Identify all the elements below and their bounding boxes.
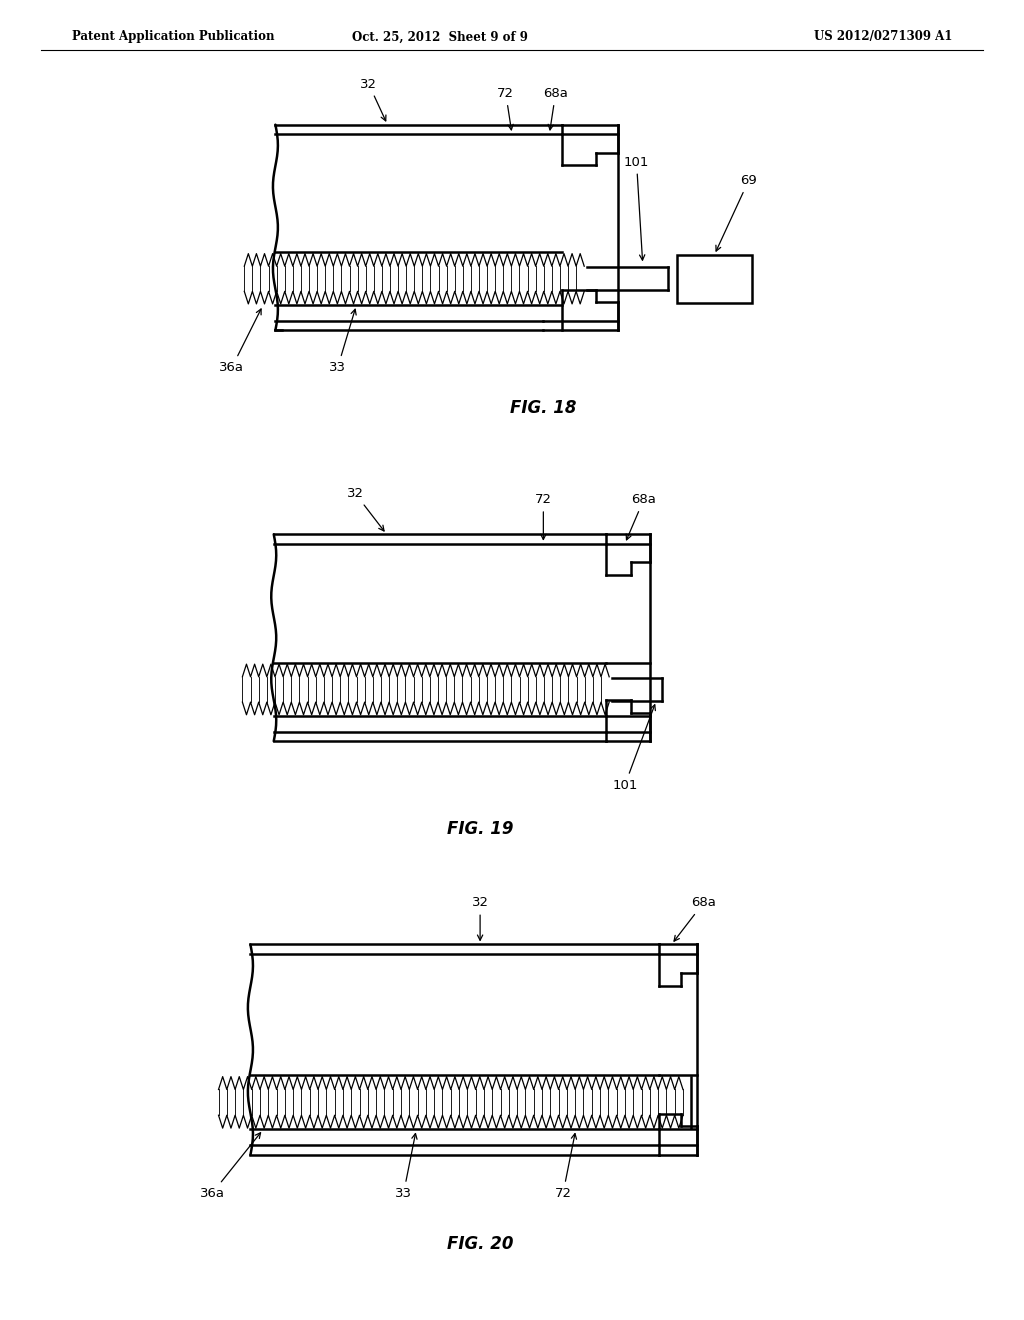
Text: US 2012/0271309 A1: US 2012/0271309 A1 [814,30,952,44]
Text: 68a: 68a [674,896,716,941]
Text: 68a: 68a [543,87,568,129]
Text: FIG. 20: FIG. 20 [446,1236,513,1253]
Text: Patent Application Publication: Patent Application Publication [72,30,274,44]
Text: 33: 33 [329,309,356,374]
Text: 72: 72 [555,1134,577,1200]
Text: 32: 32 [347,487,384,531]
Text: 36a: 36a [219,309,261,374]
Text: 36a: 36a [200,1133,260,1200]
Text: Oct. 25, 2012  Sheet 9 of 9: Oct. 25, 2012 Sheet 9 of 9 [352,30,528,44]
Text: 72: 72 [535,494,552,540]
Text: 33: 33 [395,1134,417,1200]
Bar [677,255,752,302]
Text: 32: 32 [360,78,386,121]
Text: 69: 69 [716,174,757,251]
Text: FIG. 19: FIG. 19 [447,820,514,838]
Text: 68a: 68a [626,494,656,540]
Text: 32: 32 [472,896,488,940]
Text: 72: 72 [498,87,514,129]
Text: 101: 101 [612,705,655,792]
Text: 101: 101 [624,156,649,260]
Text: FIG. 18: FIG. 18 [510,399,577,417]
